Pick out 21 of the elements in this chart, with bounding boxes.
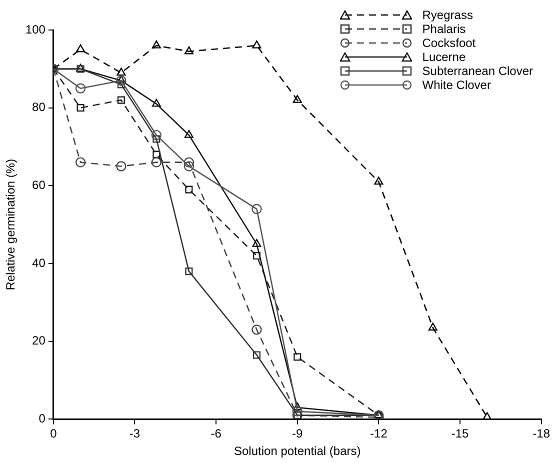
x-tick-label: -3: [129, 426, 140, 441]
legend-label: Phalaris: [422, 22, 466, 36]
legend-label: Cocksfoot: [422, 36, 476, 50]
legend-label: Subterranean Clover: [422, 64, 533, 78]
legend-label: Lucerne: [422, 50, 466, 64]
x-tick-label: -12: [370, 426, 388, 441]
x-tick-label: 0: [50, 426, 58, 441]
x-tick-label: -18: [532, 426, 550, 441]
y-tick-label: 40: [32, 256, 46, 270]
legend-label: White Clover: [422, 78, 491, 92]
legend-label: Ryegrass: [422, 8, 473, 22]
y-tick-label: 100: [25, 22, 46, 36]
y-tick-label: 20: [32, 334, 46, 348]
x-tick-label: -9: [292, 426, 304, 441]
y-tick-label: 0: [38, 412, 46, 426]
x-tick-label: -6: [210, 426, 222, 441]
y-tick-label: 80: [32, 100, 46, 114]
y-axis-title: Relative germination (%): [4, 158, 18, 290]
y-tick-label: 60: [32, 178, 46, 192]
x-tick-label: -15: [451, 426, 470, 441]
x-axis-title: Solution potential (bars): [234, 444, 361, 458]
